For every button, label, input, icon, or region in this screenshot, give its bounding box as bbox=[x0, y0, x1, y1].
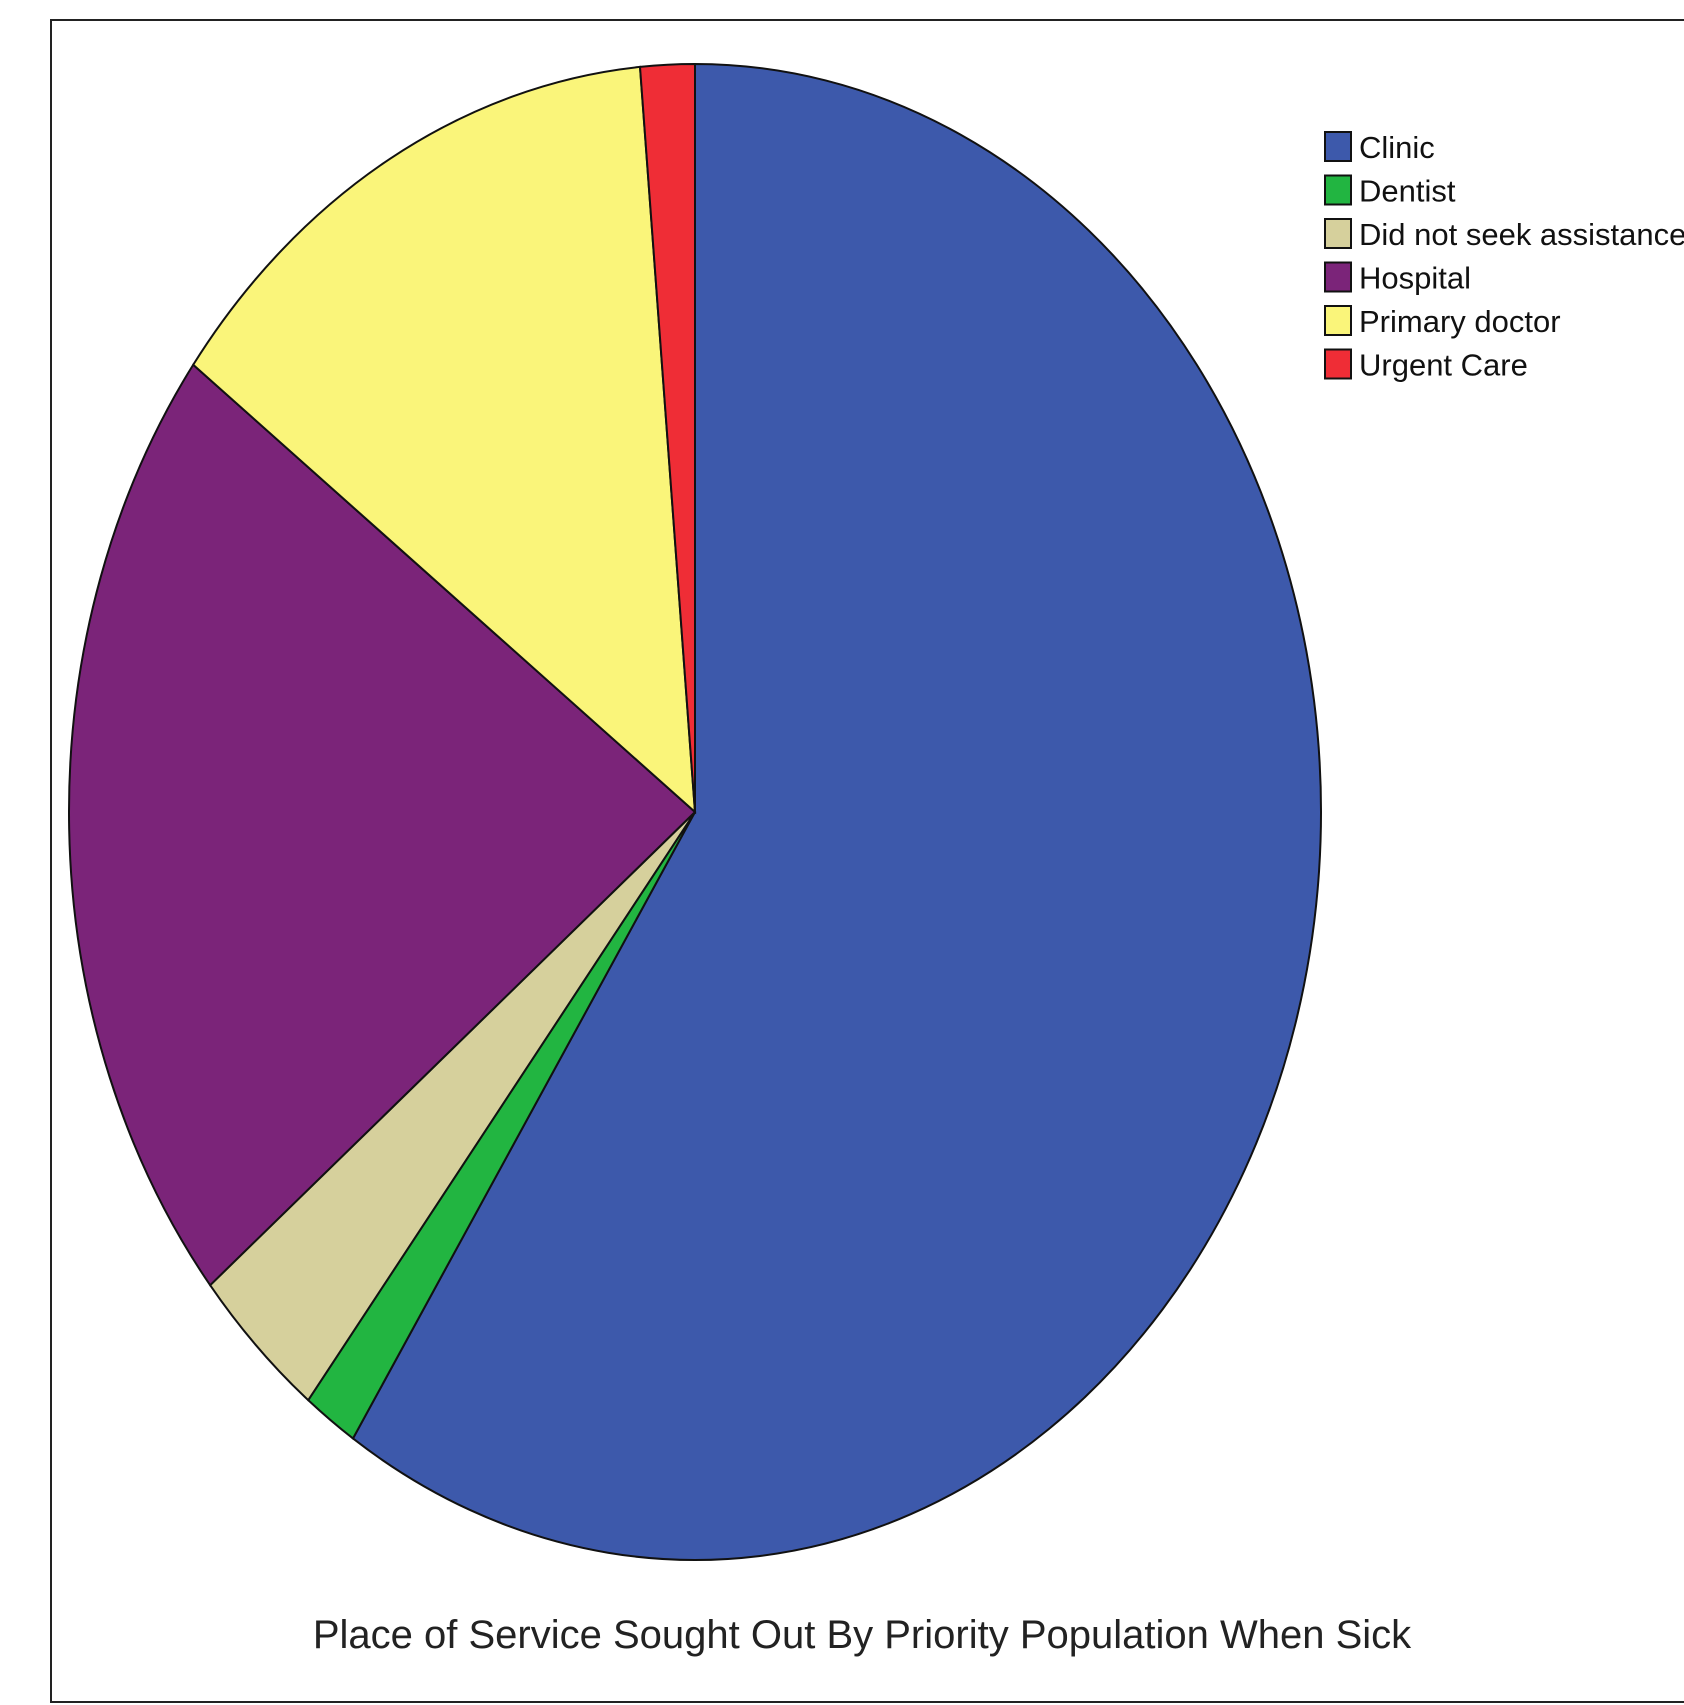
legend-label-urgent-care: Urgent Care bbox=[1359, 348, 1528, 383]
legend-swatch-primary-doctor bbox=[1325, 306, 1351, 335]
legend: Clinic Dentist Did not seek assistance Hosp… bbox=[1325, 130, 1684, 383]
legend-label-hospital: Hospital bbox=[1359, 261, 1471, 296]
legend-label-clinic: Clinic bbox=[1359, 130, 1435, 165]
legend-swatch-clinic bbox=[1325, 132, 1351, 161]
legend-swatch-did-not-seek-assistance bbox=[1325, 219, 1351, 248]
legend-label-did-not-seek-assistance: Did not seek assistance bbox=[1359, 217, 1684, 252]
pie-slices bbox=[69, 64, 1321, 1560]
legend-label-dentist: Dentist bbox=[1359, 174, 1456, 209]
chart-title: Place of Service Sought Out By Priority … bbox=[313, 1613, 1412, 1657]
legend-swatch-hospital bbox=[1325, 263, 1351, 292]
legend-swatch-dentist bbox=[1325, 176, 1351, 205]
legend-swatch-urgent-care bbox=[1325, 350, 1351, 379]
legend-label-primary-doctor: Primary doctor bbox=[1359, 304, 1561, 339]
